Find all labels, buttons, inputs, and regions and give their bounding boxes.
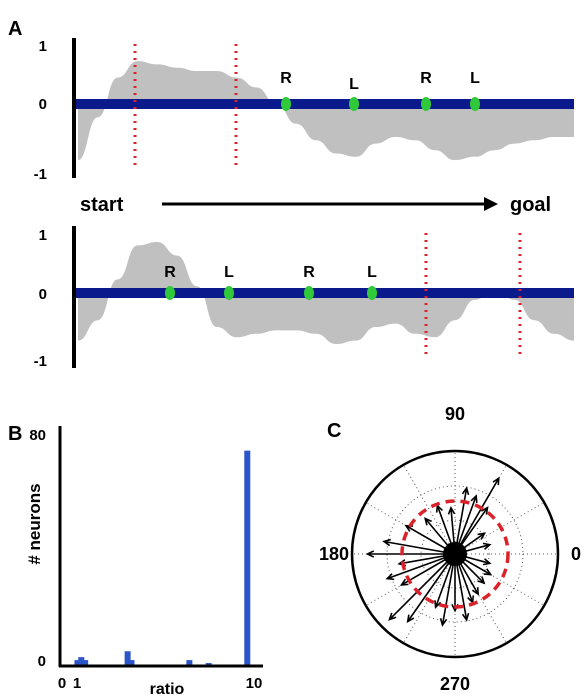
panel-a-top-plot: 1 0 -1 R L R L <box>34 38 574 183</box>
bottom-ytick-0: 0 <box>39 286 47 303</box>
panel-a-label: A <box>8 18 22 40</box>
histogram-bar <box>124 651 131 666</box>
bottom-ytick-neg1: -1 <box>34 353 47 370</box>
polar-label-180: 180 <box>319 544 349 564</box>
polar-mean-circle <box>400 499 510 609</box>
polar-arrowhead <box>492 476 500 486</box>
histogram-bar <box>128 660 135 666</box>
polar-arrowhead <box>399 578 409 586</box>
polar-grid-ring <box>386 485 524 623</box>
polar-arrowhead <box>480 506 489 515</box>
polar-arrowhead <box>439 618 448 627</box>
top-marker-dot-1 <box>281 97 291 111</box>
polar-label-270: 270 <box>440 674 470 694</box>
polar-arrow-line <box>454 477 500 555</box>
polar-arrow-line <box>383 540 456 555</box>
polar-arrowhead <box>461 486 470 496</box>
top-activity-area <box>78 61 574 161</box>
panel-b-bars <box>74 450 251 666</box>
bottom-marker-label-2: L <box>224 264 234 281</box>
polar-arrow-line <box>441 553 456 626</box>
top-ytick-1: 1 <box>39 38 47 55</box>
bottom-marker-dot-4 <box>367 286 377 300</box>
polar-label-0: 0 <box>571 544 581 564</box>
polar-arrowhead <box>385 573 395 581</box>
bottom-ytick-1: 1 <box>39 227 47 244</box>
polar-arrow-line <box>388 553 456 621</box>
bottom-marker-label-1: R <box>164 264 176 281</box>
polar-arrow-line <box>386 553 456 580</box>
polar-outer-circle <box>350 449 560 659</box>
polar-grid <box>352 451 558 657</box>
polar-arrowhead <box>471 587 480 596</box>
bottom-marker-dot-2 <box>224 286 234 300</box>
polar-arrowhead <box>477 576 486 585</box>
histogram-bar <box>78 657 85 666</box>
goal-label: goal <box>510 194 551 216</box>
polar-arrowhead <box>382 538 391 547</box>
polar-arrowhead <box>477 532 487 540</box>
top-marker-label-3: R <box>420 70 432 87</box>
panel-b-xlabel: ratio <box>150 681 185 696</box>
polar-arrows <box>365 476 500 627</box>
bottom-marker-dot-1 <box>165 286 175 300</box>
polar-arrowhead <box>434 600 442 609</box>
top-marker-label-1: R <box>280 70 292 87</box>
polar-arrowhead <box>482 542 492 550</box>
polar-arrowhead <box>388 612 397 621</box>
panel-b-ytick-80: 80 <box>29 427 46 444</box>
histogram-bar <box>74 660 81 666</box>
histogram-bar <box>82 660 89 666</box>
polar-arrowhead <box>483 568 493 576</box>
panel-b-ytick-0: 0 <box>38 653 46 670</box>
polar-center-hub <box>443 542 467 566</box>
bottom-marker-label-3: R <box>303 264 315 281</box>
start-goal-arrowhead <box>484 197 498 211</box>
top-marker-dot-4 <box>470 97 480 111</box>
panel-b-ylabel: # neurons <box>25 483 44 564</box>
panel-b-label: B <box>8 423 22 445</box>
bottom-marker-label-4: L <box>367 264 377 281</box>
polar-label-90: 90 <box>445 404 465 424</box>
polar-arrowhead <box>406 614 415 624</box>
panel-b-xtick-10: 10 <box>246 675 263 692</box>
panel-b-xtick-1: 1 <box>73 675 81 692</box>
histogram-bar <box>244 450 251 666</box>
top-marker-label-4: L <box>470 70 480 87</box>
top-ytick-neg1: -1 <box>34 166 47 183</box>
panel-b-xtick-0: 0 <box>58 675 66 692</box>
panel-c-label: C <box>327 420 341 442</box>
polar-arrow-line <box>407 553 456 622</box>
polar-arrowhead <box>447 505 456 515</box>
polar-grid-spoke <box>403 464 456 555</box>
top-ytick-0: 0 <box>39 96 47 113</box>
top-marker-dot-2 <box>349 97 359 111</box>
histogram-bar <box>186 660 193 666</box>
polar-arrowhead <box>424 517 432 526</box>
polar-arrowhead <box>482 558 492 566</box>
start-label: start <box>80 194 124 216</box>
panel-a-bottom-plot: 1 0 -1 R L R L <box>34 226 574 370</box>
top-marker-label-2: L <box>349 76 359 93</box>
polar-arrowhead <box>461 612 470 622</box>
polar-arrowhead <box>365 550 375 558</box>
polar-arrowhead <box>470 494 478 503</box>
bottom-marker-dot-3 <box>304 286 314 300</box>
top-marker-dot-3 <box>421 97 431 111</box>
